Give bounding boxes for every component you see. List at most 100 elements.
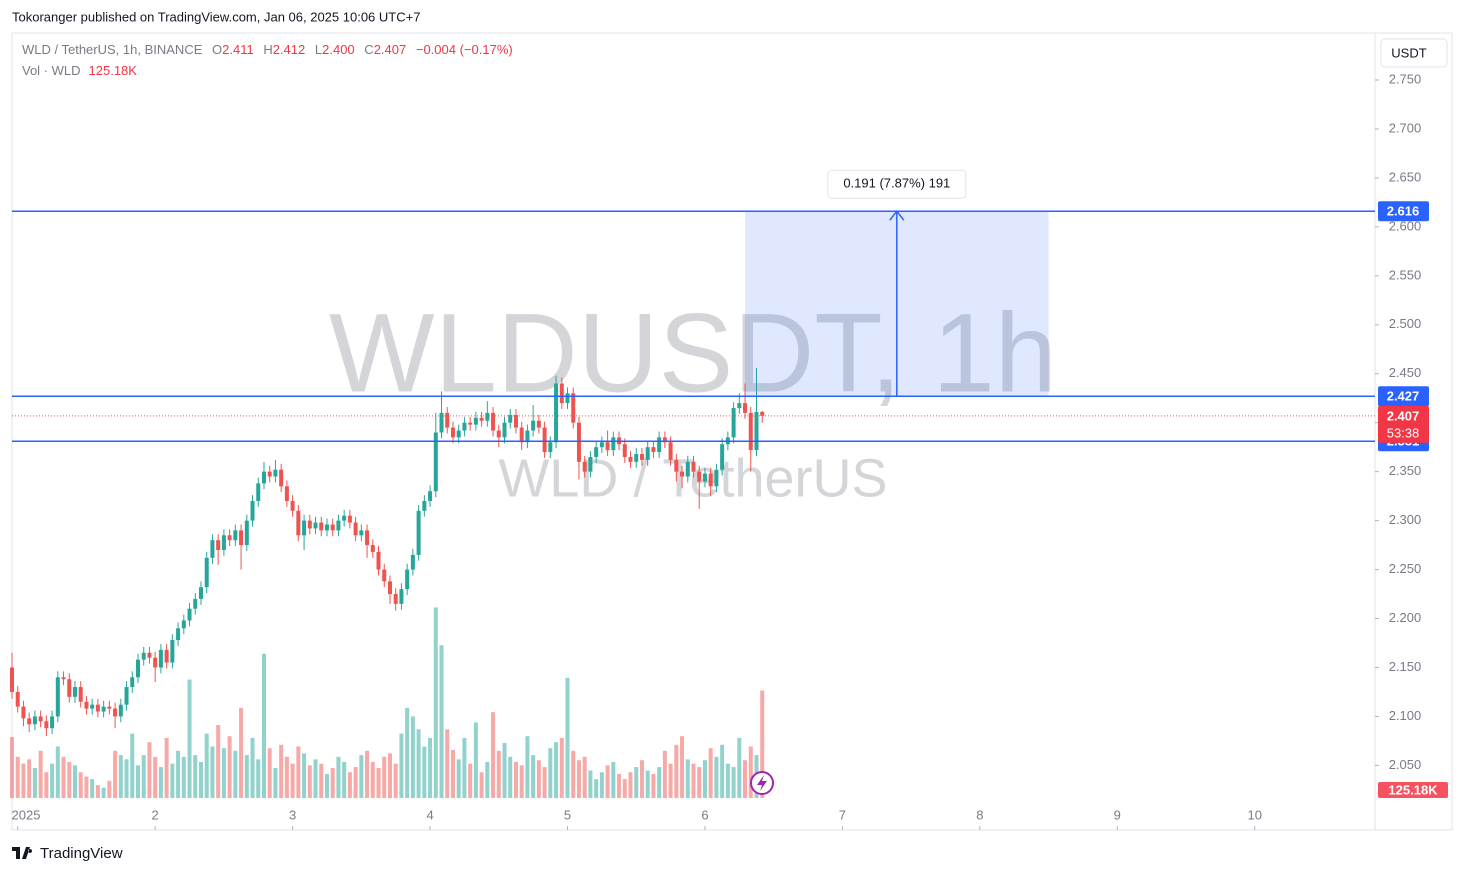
volume-bar [674, 744, 679, 798]
candle-body [130, 677, 135, 688]
volume-bar [668, 763, 673, 798]
legend-label: Vol · WLD [22, 63, 81, 78]
volume-bar [433, 607, 438, 798]
volume-bar [594, 779, 599, 798]
volume-bar [571, 750, 576, 798]
candle-body [565, 393, 570, 404]
volume-bar [737, 737, 742, 798]
candle-body [78, 687, 83, 702]
candle-body [187, 608, 192, 621]
volume-bar [50, 763, 55, 798]
volume-bar [279, 744, 284, 798]
legend-label: H [263, 42, 272, 57]
candle-body [336, 520, 341, 531]
candle-body [256, 483, 261, 502]
candle-body [244, 520, 249, 546]
volume-bar [261, 653, 266, 798]
y-tick-label: 2.450 [1389, 365, 1422, 380]
candle-body [599, 442, 604, 448]
candle-body [502, 422, 507, 438]
x-tick-label: 8 [976, 807, 983, 822]
volume-bar [479, 772, 484, 798]
volume-bar [44, 772, 49, 798]
volume-bar [84, 776, 89, 798]
candle-body [410, 554, 415, 570]
volume-bar [324, 773, 329, 798]
volume-bar [731, 767, 736, 798]
candle-body [210, 540, 215, 558]
volume-bar [513, 761, 518, 798]
plot-area: 2.0502.1002.1502.2002.2502.3002.3502.400… [9, 71, 1448, 830]
volume-bar [256, 759, 261, 798]
volume-bar [336, 756, 341, 798]
volume-bar [691, 763, 696, 798]
volume-bar [290, 763, 295, 798]
symbol: WLD / TetherUS, 1h, BINANCE [22, 42, 203, 57]
candle-body [634, 454, 639, 462]
volume-bar [428, 737, 433, 798]
candle-body [164, 649, 169, 663]
y-tick-label: 2.350 [1389, 463, 1422, 478]
candle-body [399, 589, 404, 604]
candle-body [605, 442, 610, 451]
candle-body [720, 444, 725, 470]
volume-bar [702, 760, 707, 798]
x-tick-label: 9 [1114, 807, 1121, 822]
candle-body [176, 628, 181, 641]
candle-body [67, 679, 72, 697]
volume-bar [554, 742, 559, 798]
candle-body [135, 659, 140, 678]
candle-body [284, 486, 289, 502]
volume-bar [697, 767, 702, 798]
volume-bar [576, 760, 581, 798]
candle-body [479, 417, 484, 421]
volume-bar [21, 763, 26, 798]
currency-button[interactable]: USDT [1380, 38, 1448, 68]
candle-body [141, 652, 146, 660]
currency-button-label[interactable]: USDT [1391, 45, 1426, 60]
candle-body [582, 461, 587, 472]
volume-bar [743, 760, 748, 798]
candle-body [61, 677, 66, 680]
volume-bar [61, 756, 66, 798]
volume-bar [439, 645, 444, 798]
candle-body [90, 704, 95, 709]
candle-body [422, 501, 427, 511]
volume-bar [611, 761, 616, 798]
candle-body [754, 411, 759, 451]
volume-bar [147, 742, 152, 798]
volume-bar [32, 767, 37, 798]
candle-body [101, 706, 106, 712]
candle-body [279, 469, 284, 487]
countdown: 53:38 [1387, 425, 1420, 440]
watermark-symbol: WLDUSDT, 1h [329, 291, 1057, 416]
candle-body [496, 430, 501, 438]
currency-button-box[interactable] [1380, 38, 1448, 68]
volume-bar [55, 746, 60, 798]
volume-bar [657, 767, 662, 798]
candle-body [107, 706, 112, 709]
candle-body [639, 454, 644, 460]
volume-bar [135, 765, 140, 798]
volume-bar [95, 785, 100, 798]
candle-body [519, 427, 524, 443]
candle-body [611, 437, 616, 451]
candle-body [170, 640, 175, 663]
volume-bar [359, 755, 364, 798]
candle-body [359, 530, 364, 536]
candle-body [153, 657, 158, 668]
volume-bar [622, 779, 627, 798]
volume-bar [284, 756, 289, 798]
candle-body [680, 471, 685, 477]
candle-body [307, 520, 312, 529]
candle-body [708, 473, 713, 487]
candle-body [588, 456, 593, 472]
candle-body [15, 691, 20, 707]
candle-body [319, 522, 324, 531]
candle-body [44, 721, 49, 729]
volume-label: 125.18K [1388, 782, 1438, 797]
candle-body [313, 522, 318, 529]
watermark: WLDUSDT, 1h WLD / TetherUS [329, 291, 1057, 509]
candle-body [302, 520, 307, 536]
